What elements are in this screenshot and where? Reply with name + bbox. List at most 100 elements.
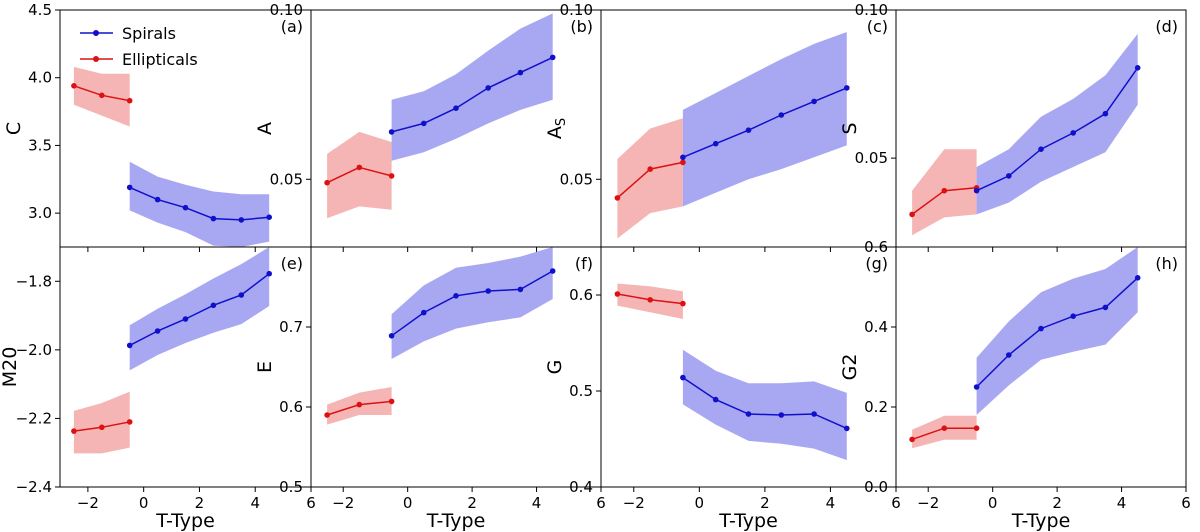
panel-g: 0.4 0.5 0.6 −2 0 2 4 6 (g) G T-Type xyxy=(544,246,901,532)
point-spirals-e xyxy=(266,270,273,277)
panel-c: 0.050.10(c)AS xyxy=(544,1,897,252)
y-tick-label-a: 3.5 xyxy=(28,136,52,154)
y-tick-label-c: 0.10 xyxy=(560,1,593,19)
y-tick-label-g: 0.5 xyxy=(569,382,593,400)
y-tick-label-h: 0.2 xyxy=(864,398,888,416)
point-spirals-g xyxy=(844,425,850,432)
y-tick-label-b: 0.10 xyxy=(270,1,303,19)
point-spirals-h xyxy=(1038,325,1044,332)
x-tick-label-f: 2 xyxy=(467,494,477,512)
point-spirals-f xyxy=(453,293,459,299)
x-tick-label-e: −2 xyxy=(77,494,99,512)
point-spirals-g xyxy=(745,411,752,417)
y-tick-label-f: 0.7 xyxy=(279,318,303,336)
y-axis-label-g: G xyxy=(544,360,566,375)
point-ellipticals-g xyxy=(614,291,621,297)
point-spirals-h xyxy=(1070,313,1076,320)
point-spirals-f xyxy=(549,268,556,274)
point-ellipticals-g xyxy=(647,297,653,303)
x-tick-label-f: 4 xyxy=(532,494,542,512)
point-ellipticals-a xyxy=(126,97,133,104)
line-spirals-a xyxy=(129,186,270,221)
x-tick-label-e: 4 xyxy=(250,494,260,512)
point-spirals-d xyxy=(1070,130,1076,136)
panel-letter-c: (c) xyxy=(867,17,888,36)
x-tick-label-f: −2 xyxy=(332,494,354,512)
x-tick-label-g: 4 xyxy=(826,494,836,512)
point-ellipticals-f xyxy=(388,398,395,405)
panel-h: 0.0 0.2 0.4 0.6 −2 0 2 4 6 (h) G2 T-Type xyxy=(839,238,1191,532)
point-spirals-b xyxy=(388,129,395,135)
point-ellipticals-b xyxy=(324,179,330,186)
x-tick-label-f: 0 xyxy=(403,494,413,512)
x-tick-label-g: 0 xyxy=(695,494,705,512)
line-spirals-e xyxy=(129,273,270,347)
point-ellipticals-b xyxy=(388,173,395,179)
point-spirals-g xyxy=(712,396,719,403)
point-spirals-a xyxy=(154,196,161,203)
point-spirals-a xyxy=(266,214,273,220)
point-spirals-c xyxy=(844,85,850,91)
point-spirals-b xyxy=(421,120,427,127)
point-spirals-e xyxy=(154,328,161,334)
x-tick-label-g: 2 xyxy=(760,494,770,512)
x-tick-label-h: 4 xyxy=(1117,494,1127,512)
point-spirals-a xyxy=(210,215,217,222)
point-spirals-a xyxy=(182,204,189,211)
point-spirals-h xyxy=(1102,304,1109,311)
band-spirals-a xyxy=(129,161,270,247)
x-axis-label-e: T-Type xyxy=(155,510,215,532)
legend-label-spirals: Spirals xyxy=(122,24,176,43)
x-tick-label-h: 6 xyxy=(1181,494,1191,512)
band-ellipticals-e xyxy=(73,391,130,454)
point-spirals-d xyxy=(1102,110,1109,117)
y-tick-label-h: 0.6 xyxy=(864,238,888,256)
band-spirals-h xyxy=(976,247,1138,415)
point-spirals-f xyxy=(485,288,492,294)
point-ellipticals-d xyxy=(909,211,915,218)
point-ellipticals-h xyxy=(909,436,915,443)
point-spirals-c xyxy=(712,140,719,147)
y-tick-label-d: 0.10 xyxy=(855,1,888,19)
point-spirals-c xyxy=(778,112,785,118)
y-axis-label-a: C xyxy=(3,122,25,135)
point-spirals-d xyxy=(973,187,980,194)
point-spirals-b xyxy=(517,69,524,76)
legend-marker-ellipticals xyxy=(93,56,99,62)
point-ellipticals-f xyxy=(356,401,363,408)
y-tick-label-c: 0.05 xyxy=(560,170,593,188)
point-spirals-b xyxy=(549,54,556,61)
y-axis-label-d: S xyxy=(839,122,861,134)
y-tick-label-g: 0.6 xyxy=(569,286,593,304)
line-spirals-d xyxy=(976,67,1139,192)
panel-e: −2.4 −2.2 −2.0 −1.8 −2 0 2 4 6 (e) M20 T-Type xyxy=(0,246,316,532)
panel-letter-d: (d) xyxy=(1155,17,1178,36)
point-ellipticals-f xyxy=(324,412,330,418)
line-spirals-c xyxy=(682,87,848,158)
point-spirals-e xyxy=(182,316,189,322)
y-tick-label-h: 0.0 xyxy=(864,478,888,496)
panel-letter-b: (b) xyxy=(570,17,593,36)
y-tick-label-f: 0.6 xyxy=(279,398,303,416)
legend-marker-spirals xyxy=(93,30,99,36)
x-axis-label-f: T-Type xyxy=(426,510,486,532)
point-spirals-g xyxy=(778,412,785,418)
point-spirals-c xyxy=(680,154,686,161)
panel-f: 0.5 0.6 0.7 −2 0 2 4 6 (f) E T-Type xyxy=(254,246,606,532)
point-spirals-f xyxy=(517,286,524,293)
x-tick-label-h: −2 xyxy=(917,494,939,512)
panel-letter-h: (h) xyxy=(1155,254,1178,273)
point-spirals-h xyxy=(1006,352,1012,358)
legend-label-ellipticals: Ellipticals xyxy=(122,50,198,69)
panel-a: 3.0 3.5 4.0 4.5 (a) C xyxy=(3,1,312,252)
y-tick-label-e: −2.2 xyxy=(16,409,52,427)
point-ellipticals-a xyxy=(71,83,77,89)
point-ellipticals-e xyxy=(126,419,133,425)
y-tick-label-a: 3.0 xyxy=(28,204,52,222)
point-spirals-e xyxy=(238,292,245,298)
x-axis-label-h: T-Type xyxy=(1011,510,1071,532)
x-tick-label-g: −2 xyxy=(623,494,645,512)
y-tick-label-e: −1.8 xyxy=(16,272,52,290)
legend: Spirals Ellipticals xyxy=(80,24,198,69)
